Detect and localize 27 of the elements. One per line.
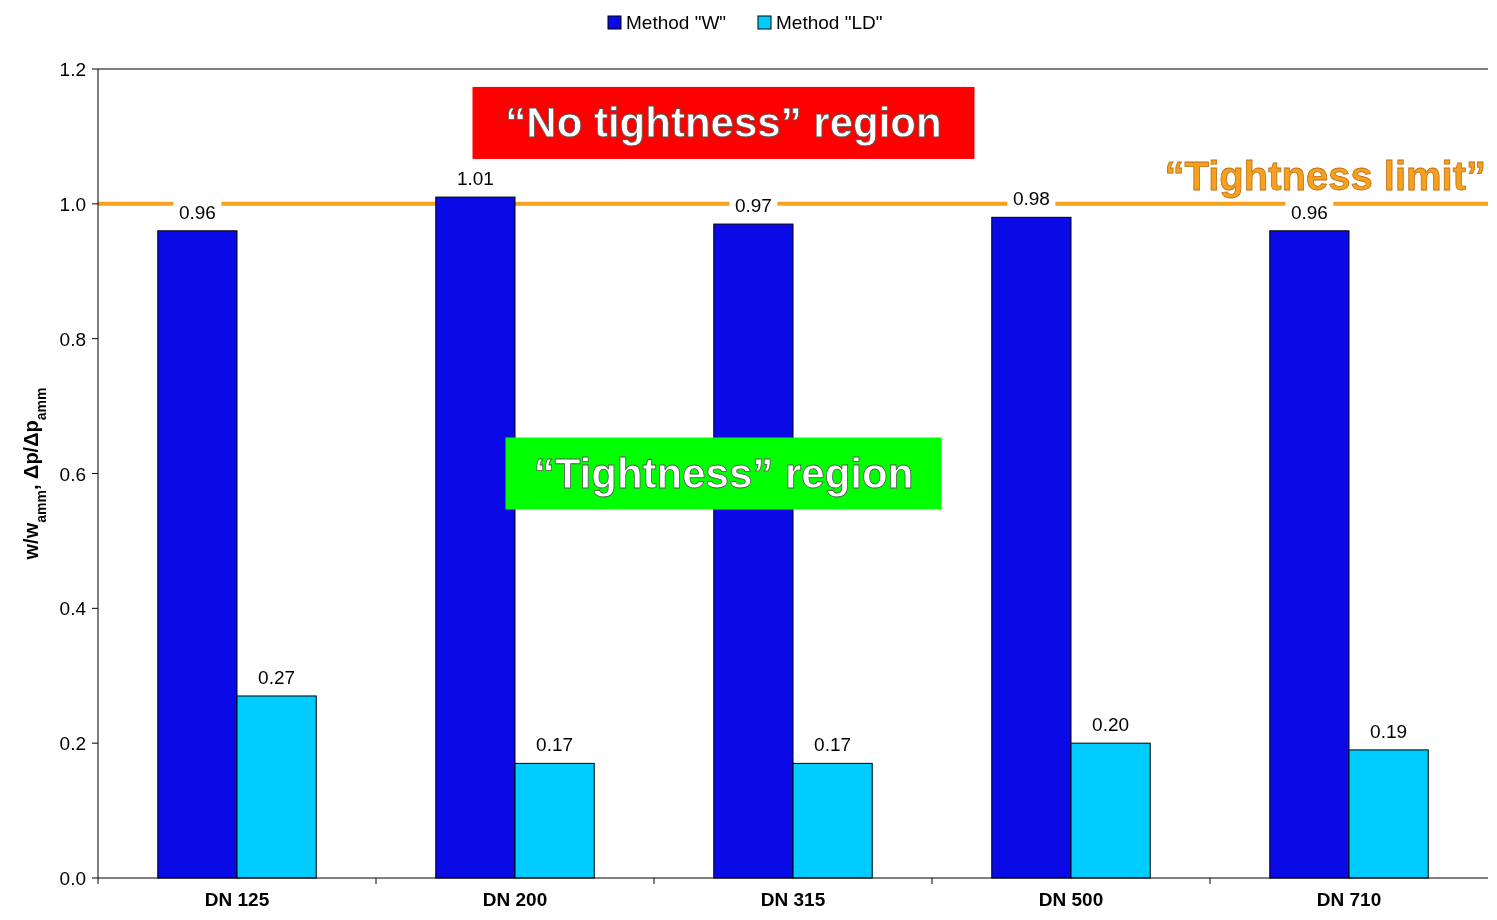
data-label: 0.27 bbox=[258, 666, 296, 688]
annotation: “No tightness” region bbox=[505, 98, 942, 146]
y-tick-label: 0.8 bbox=[59, 328, 86, 350]
data-label: 0.97 bbox=[734, 195, 772, 217]
legend-label: Method "W" bbox=[626, 12, 727, 33]
x-tick-label: DN 500 bbox=[1038, 889, 1104, 910]
x-tick-label: DN 710 bbox=[1316, 889, 1382, 910]
y-tick-label: 1.2 bbox=[59, 59, 86, 80]
legend-label: Method "LD" bbox=[776, 12, 883, 33]
y-tick-label: 0.6 bbox=[59, 463, 86, 485]
data-label: 0.96 bbox=[178, 201, 216, 223]
annotation: “Tightness” region bbox=[533, 449, 914, 497]
y-tick-label: 1.0 bbox=[59, 193, 86, 215]
data-label: 1.01 bbox=[456, 168, 494, 190]
y-tick-label: 0.2 bbox=[59, 733, 86, 755]
x-tick-label: DN 200 bbox=[482, 889, 548, 910]
x-tick-label: DN 315 bbox=[760, 889, 826, 910]
data-label: 0.96 bbox=[1290, 201, 1328, 223]
data-label: 0.98 bbox=[1012, 188, 1050, 210]
data-label: 0.20 bbox=[1092, 714, 1130, 736]
y-tick-label: 0.0 bbox=[59, 868, 86, 889]
x-tick-label: DN 125 bbox=[204, 889, 270, 910]
y-tick-label: 0.4 bbox=[59, 598, 87, 620]
data-label: 0.19 bbox=[1370, 720, 1408, 742]
data-label: 0.17 bbox=[536, 734, 574, 756]
data-label: 0.17 bbox=[814, 734, 852, 756]
ref-line-label: “Tightness limit” bbox=[1164, 153, 1486, 198]
